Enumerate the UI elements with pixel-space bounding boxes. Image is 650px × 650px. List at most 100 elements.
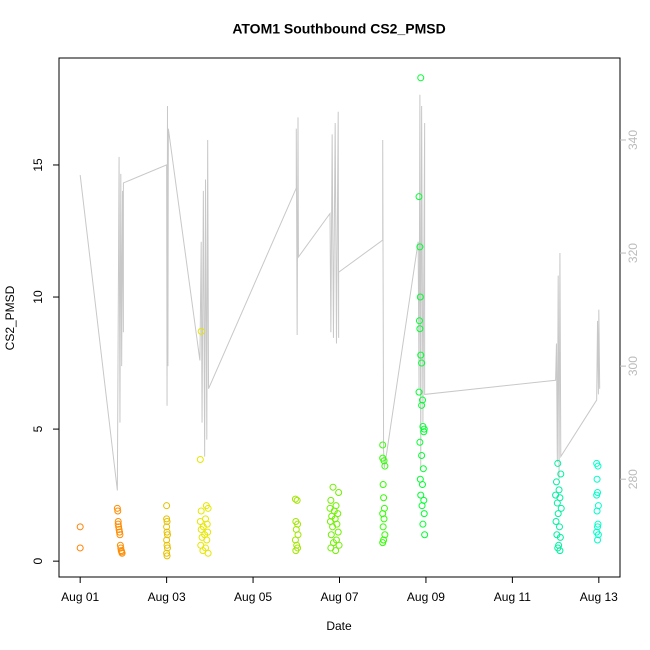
point (555, 486, 563, 494)
point (418, 481, 426, 489)
point (115, 523, 123, 531)
point (334, 528, 342, 536)
line-series (79, 94, 601, 491)
point (118, 549, 126, 557)
point (335, 541, 343, 549)
point (197, 507, 205, 515)
point (329, 523, 337, 531)
point (203, 536, 211, 544)
point (420, 428, 428, 436)
point (293, 496, 301, 504)
point (197, 327, 205, 335)
point (380, 494, 388, 502)
point (197, 525, 205, 533)
point (115, 525, 123, 533)
point (163, 502, 171, 510)
y-tick-label: 5 (31, 425, 45, 432)
point (379, 523, 387, 531)
point (415, 317, 423, 325)
point (557, 504, 565, 512)
y-tick-label: 0 (31, 557, 45, 564)
point (593, 507, 601, 515)
point (379, 539, 387, 547)
x-tick-label: Aug 07 (320, 590, 358, 604)
point (420, 510, 428, 518)
point (114, 518, 122, 526)
point (163, 523, 171, 531)
point (379, 441, 387, 449)
point (594, 523, 602, 531)
y2-tick-label: 320 (626, 243, 640, 263)
chart-title: ATOM1 Southbound CS2_PMSD (232, 21, 445, 37)
x-tick-label: Aug 13 (580, 590, 618, 604)
point (163, 528, 171, 536)
point (415, 193, 423, 201)
point (554, 510, 562, 518)
point (593, 475, 601, 483)
point (163, 515, 171, 523)
point (416, 293, 424, 301)
point (116, 528, 124, 536)
x-tick-label: Aug 09 (407, 590, 445, 604)
y2-tick-label: 340 (626, 130, 640, 150)
point (593, 491, 601, 499)
point (163, 541, 171, 549)
x-tick-label: Aug 11 (494, 590, 531, 604)
point (116, 541, 124, 549)
point (332, 547, 340, 555)
point (163, 536, 171, 544)
point (594, 531, 602, 539)
point (379, 481, 387, 489)
x-tick-label: Aug 01 (61, 590, 99, 604)
point (163, 549, 171, 557)
x-tick-label: Aug 05 (234, 590, 272, 604)
y-axis-title: CS2_PMSD (3, 285, 17, 350)
point (204, 549, 212, 557)
point (417, 74, 425, 82)
point (421, 531, 429, 539)
point (554, 459, 562, 467)
point (196, 455, 204, 463)
point (418, 452, 426, 460)
point (555, 523, 563, 531)
point (114, 507, 122, 515)
y-tick-label: 10 (31, 290, 45, 304)
y2-tick-label: 300 (626, 356, 640, 376)
point (292, 547, 300, 555)
point (204, 504, 212, 512)
y-tick-label: 15 (31, 158, 45, 172)
point (420, 425, 428, 433)
point (418, 359, 426, 367)
point (418, 502, 426, 510)
point (114, 520, 122, 528)
point (380, 457, 388, 465)
point (76, 523, 84, 531)
point (419, 465, 427, 473)
point (417, 491, 425, 499)
point (76, 544, 84, 552)
point (553, 499, 561, 507)
plot-frame (58, 57, 621, 578)
point (594, 462, 602, 470)
point (163, 552, 171, 560)
point (116, 531, 124, 539)
point (556, 533, 564, 541)
x-tick-label: Aug 03 (148, 590, 186, 604)
point (381, 462, 389, 470)
point (416, 325, 424, 333)
point (291, 495, 299, 503)
point (335, 488, 343, 496)
point (163, 544, 171, 552)
x-axis-title: Date (326, 619, 352, 633)
point (416, 438, 424, 446)
point (113, 504, 121, 512)
y2-tick-label: 280 (626, 469, 640, 489)
point (327, 531, 335, 539)
point (419, 520, 427, 528)
point (415, 388, 423, 396)
point (163, 531, 171, 539)
point (552, 478, 560, 486)
point (416, 243, 424, 251)
